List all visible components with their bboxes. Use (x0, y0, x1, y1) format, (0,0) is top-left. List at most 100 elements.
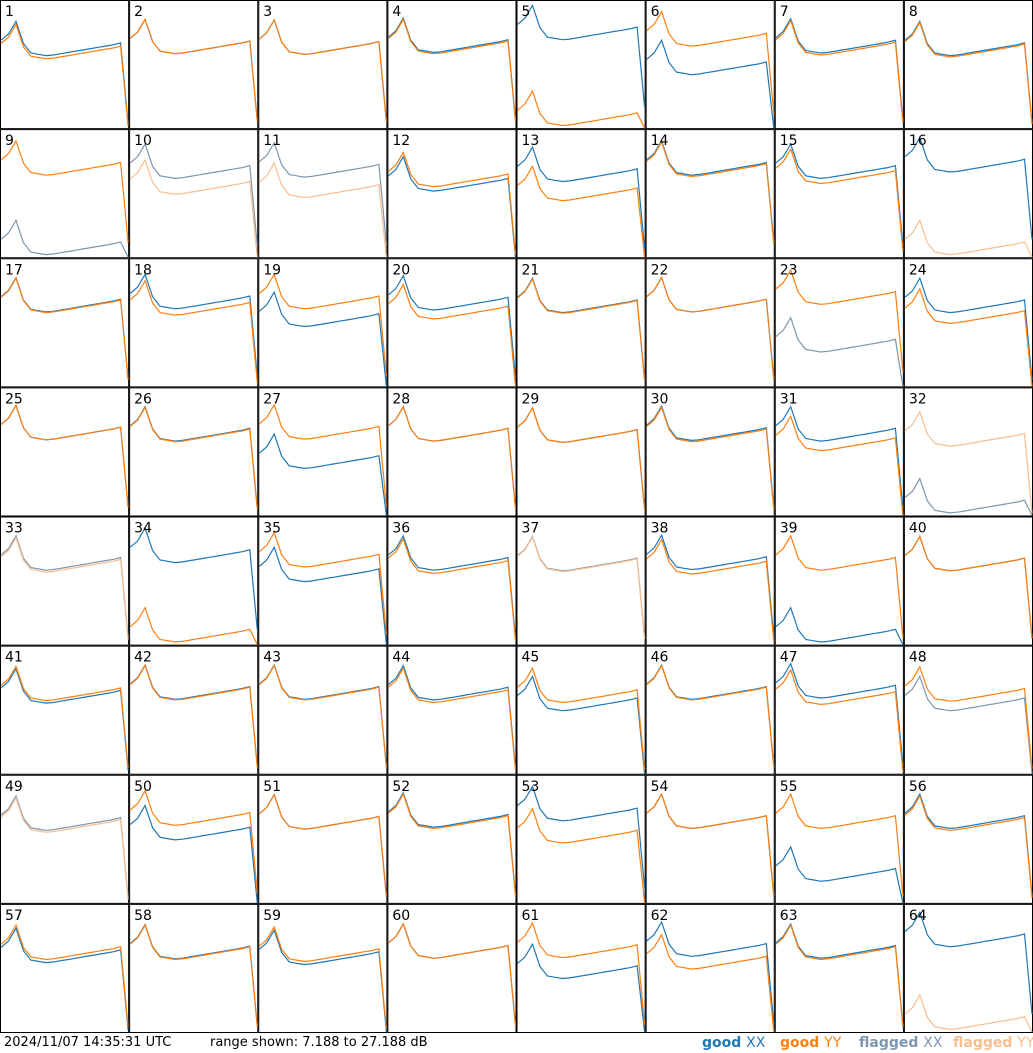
panel-frame (258, 645, 388, 775)
series-flagged-yy (258, 161, 387, 258)
series-flagged-yy (904, 410, 1033, 514)
panel-frame (258, 0, 388, 130)
legend-word: good (702, 1035, 742, 1051)
panel-number: 27 (263, 391, 281, 407)
series-good-xx (258, 928, 387, 1032)
series-good-xx (775, 142, 904, 246)
panel-number: 50 (134, 779, 152, 795)
series-good-yy (517, 89, 646, 129)
series-good-xx (517, 145, 646, 249)
panel-frame (645, 258, 775, 388)
series-good-xx (517, 3, 646, 108)
series-good-xx (388, 155, 517, 258)
series-good-yy (517, 406, 646, 510)
antenna-panel-1: 1 (0, 0, 130, 130)
panel-frame (516, 516, 646, 646)
panel-number: 34 (134, 521, 152, 537)
series-good-xx (0, 926, 129, 1031)
antenna-panel-7: 7 (774, 0, 904, 130)
series-flagged-xx (129, 142, 258, 246)
panel-number: 47 (780, 650, 798, 666)
antenna-panel-3: 3 (258, 0, 388, 130)
panel-number: 53 (522, 779, 540, 795)
series-good-xx (129, 804, 258, 903)
legend-pol: YY (824, 1035, 842, 1051)
series-good-yy (517, 164, 646, 258)
panel-number: 2 (134, 4, 143, 20)
antenna-panel-18: 18 (129, 258, 259, 388)
panel-frame (516, 129, 646, 259)
antenna-panel-38: 38 (645, 516, 775, 646)
series-good-xx (775, 845, 904, 904)
series-good-yy (904, 665, 1033, 769)
panel-frame (645, 516, 775, 646)
antenna-panel-20: 20 (387, 258, 517, 388)
antenna-panel-31: 31 (774, 387, 904, 517)
panel-number: 1 (5, 4, 14, 20)
panel-frame (387, 129, 517, 259)
panel-frame (645, 903, 775, 1033)
panel-number: 39 (780, 521, 798, 537)
panel-number: 37 (522, 521, 540, 537)
panel-number: 62 (651, 908, 669, 924)
panel-number: 21 (522, 262, 540, 278)
panel-number: 5 (522, 4, 531, 20)
panel-frame (258, 903, 388, 1033)
panel-frame (258, 258, 388, 388)
series-good-xx (517, 942, 646, 1033)
antenna-panel-62: 62 (645, 903, 775, 1033)
series-good-yy (775, 19, 904, 123)
legend-pol: YY (1017, 1035, 1033, 1051)
panel-frame (0, 387, 130, 517)
series-good-xx (904, 792, 1033, 896)
series-good-yy (258, 925, 387, 1029)
antenna-panel-21: 21 (516, 258, 646, 388)
panel-number: 15 (780, 133, 798, 149)
antenna-panel-43: 43 (258, 645, 388, 775)
antenna-panel-49: 49 (0, 774, 130, 904)
panel-frame (774, 387, 904, 517)
series-good-yy (0, 139, 129, 243)
panel-frame (129, 129, 259, 259)
panel-frame (129, 258, 259, 388)
panel-number: 24 (909, 262, 927, 278)
antenna-panel-35: 35 (258, 516, 388, 646)
antenna-panel-25: 25 (0, 387, 130, 517)
panel-frame (645, 645, 775, 775)
legend-good-yy: good YY (780, 1033, 841, 1053)
panel-number: 18 (134, 262, 152, 278)
panel-number: 6 (651, 4, 660, 20)
legend-flagged-xx: flagged XX (859, 1033, 942, 1053)
panel-number: 46 (651, 650, 669, 666)
antenna-panel-33: 33 (0, 516, 130, 646)
series-good-xx (258, 290, 387, 387)
series-good-yy (904, 535, 1033, 639)
panel-frame (645, 774, 775, 904)
antenna-panel-51: 51 (258, 774, 388, 904)
antenna-panel-45: 45 (516, 645, 646, 775)
panel-number: 7 (780, 4, 789, 20)
panel-number: 19 (263, 262, 281, 278)
panel-frame (516, 774, 646, 904)
series-good-xx (129, 526, 258, 630)
panel-number: 61 (522, 908, 540, 924)
series-good-yy (517, 807, 646, 903)
series-good-yy (388, 792, 517, 896)
panel-frame (645, 129, 775, 259)
panel-frame (258, 129, 388, 259)
panel-number: 16 (909, 133, 927, 149)
series-good-xx (904, 276, 1033, 380)
panel-frame (0, 903, 130, 1033)
antenna-panel-44: 44 (387, 645, 517, 775)
series-good-yy (258, 531, 387, 635)
timestamp-label: 2024/11/07 14:35:31 UTC (4, 1035, 172, 1050)
panel-number: 63 (780, 908, 798, 924)
panel-number: 4 (392, 4, 401, 20)
panel-number: 14 (651, 133, 669, 149)
series-good-xx (0, 19, 129, 124)
series-good-yy (775, 792, 904, 896)
antenna-panel-50: 50 (129, 774, 259, 904)
series-good-yy (904, 21, 1033, 125)
antenna-panel-10: 10 (129, 129, 259, 259)
series-good-xx (0, 667, 129, 771)
